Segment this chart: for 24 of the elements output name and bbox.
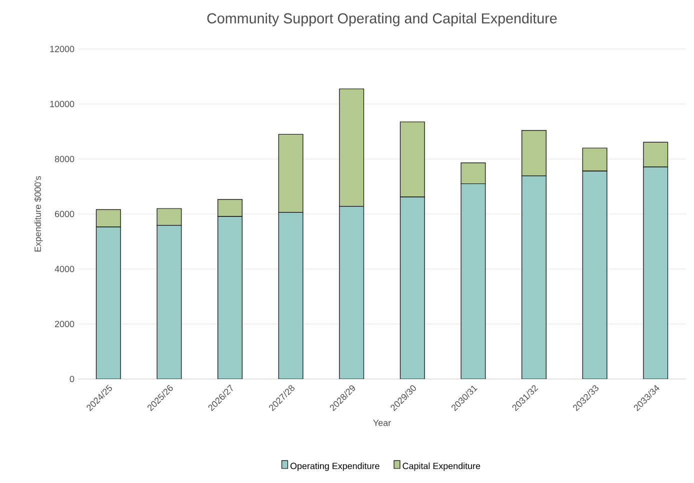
bar — [278, 212, 304, 379]
y-tick-label: 10000 — [50, 100, 74, 108]
y-tick-label: 12000 — [50, 46, 74, 52]
bar — [218, 199, 242, 217]
bar — [156, 208, 182, 226]
y-axis-title: Expenditure $000's — [34, 176, 43, 252]
y-tick-label: 0 — [70, 376, 74, 382]
legend-label: Capital Expenditure — [402, 462, 480, 471]
y-tick-label: 8000 — [54, 156, 74, 162]
y-tick-label: 6000 — [54, 210, 74, 218]
bar — [582, 170, 608, 379]
y-tick-label: 4000 — [54, 266, 74, 272]
bar — [339, 206, 364, 379]
bar — [460, 183, 486, 379]
bar — [522, 175, 546, 379]
bar — [156, 224, 182, 379]
bar — [96, 226, 121, 379]
chart-title: Community Support Operating and Capital Expenditure — [207, 12, 557, 26]
legend-label: Operating Expenditure — [290, 462, 380, 471]
x-axis-title: Year — [373, 420, 391, 426]
bar — [218, 216, 242, 379]
bar — [400, 196, 425, 379]
y-tick-label: 2000 — [54, 320, 74, 328]
bar — [643, 166, 668, 379]
